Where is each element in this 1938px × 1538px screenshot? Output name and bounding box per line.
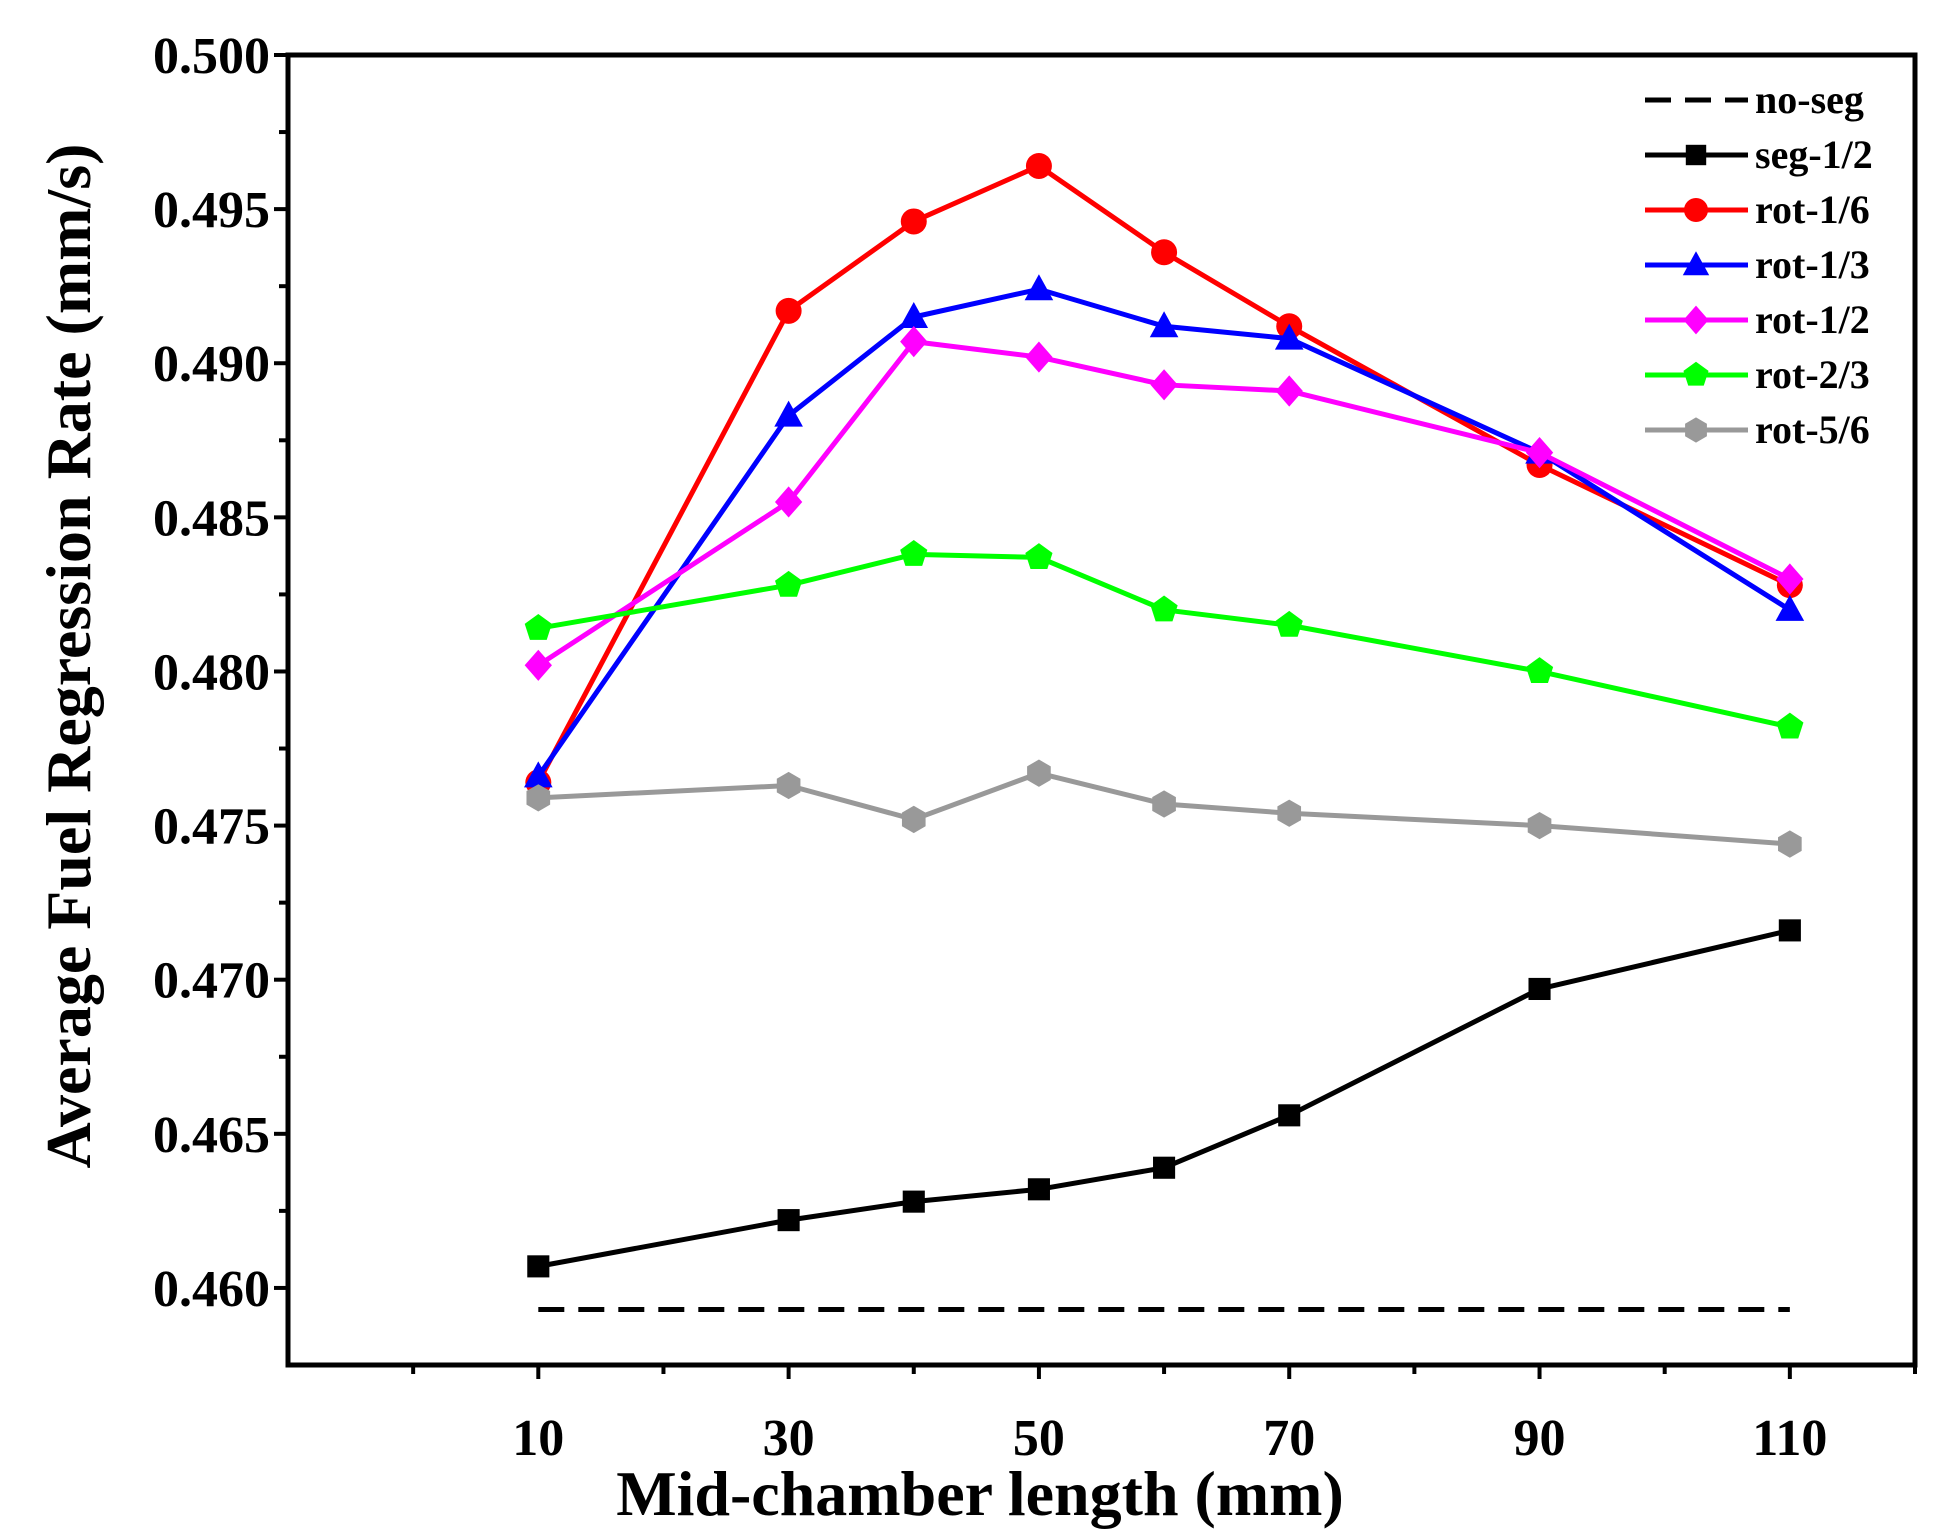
legend-label: rot-1/2 xyxy=(1755,297,1870,342)
data-point-triangle xyxy=(1274,323,1304,350)
data-point-hexagon xyxy=(1152,790,1176,818)
legend-item: no-seg xyxy=(1645,77,1864,122)
series-layer xyxy=(524,152,1805,1313)
data-point-hexagon xyxy=(1685,417,1707,443)
data-point-triangle xyxy=(524,761,553,788)
y-tick-label: 0.500 xyxy=(153,28,270,85)
legend-label: rot-1/6 xyxy=(1755,187,1870,232)
x-axis-ticks: 10 30 50 70 90 110 xyxy=(411,1365,1917,1467)
series-seg-1/2 xyxy=(527,919,1801,1278)
x-tick-label: 70 xyxy=(1263,1410,1315,1467)
data-point-diamond xyxy=(1150,369,1178,401)
data-point-square xyxy=(777,1209,800,1232)
legend: no-seg seg-1/2 rot-1/6 rot-1/3 rot-1/2 rot-2/… xyxy=(1645,77,1873,452)
data-point-pentagon xyxy=(1150,595,1178,622)
data-point-triangle xyxy=(774,400,803,427)
data-point-square xyxy=(1153,1156,1176,1179)
plot-frame xyxy=(285,52,1918,1368)
legend-item: rot-1/2 xyxy=(1645,297,1870,342)
data-point-triangle xyxy=(1775,594,1805,621)
data-point-pentagon xyxy=(1683,361,1709,386)
data-point-pentagon xyxy=(1525,657,1554,684)
data-point-pentagon xyxy=(1025,543,1053,569)
data-point-square xyxy=(1778,919,1801,942)
data-point-circle xyxy=(1151,239,1178,266)
data-point-square xyxy=(1528,977,1551,1001)
y-tick-label: 0.470 xyxy=(153,953,270,1010)
data-point-triangle xyxy=(899,302,929,329)
data-point-pentagon xyxy=(1275,610,1303,637)
data-point-square xyxy=(1685,144,1707,166)
x-tick-label: 10 xyxy=(512,1410,564,1467)
x-tick-label: 90 xyxy=(1514,1410,1566,1467)
data-point-triangle xyxy=(1024,274,1054,301)
legend-label: rot-5/6 xyxy=(1755,407,1870,452)
legend-item: rot-1/3 xyxy=(1645,242,1870,287)
y-tick-label: 0.465 xyxy=(153,1107,270,1164)
series-rot-1/6 xyxy=(525,152,1803,796)
data-point-diamond xyxy=(1525,437,1554,469)
data-point-square xyxy=(527,1255,550,1278)
legend-item: rot-2/3 xyxy=(1645,352,1870,397)
data-point-circle xyxy=(900,208,927,235)
data-point-diamond xyxy=(1025,341,1053,373)
data-point-triangle xyxy=(1682,251,1710,276)
data-point-pentagon xyxy=(775,570,803,597)
series-line xyxy=(537,927,1791,1269)
legend-item: seg-1/2 xyxy=(1645,132,1873,177)
data-point-pentagon xyxy=(900,540,928,566)
data-point-diamond xyxy=(1683,305,1709,335)
y-tick-label: 0.485 xyxy=(153,490,270,547)
series-rot-1/3 xyxy=(524,274,1805,788)
series-line xyxy=(537,551,1791,730)
data-point-hexagon xyxy=(1027,759,1051,787)
legend-label: seg-1/2 xyxy=(1755,132,1873,177)
series-line xyxy=(536,286,1792,778)
data-point-triangle xyxy=(1149,311,1179,338)
x-tick-label: 30 xyxy=(763,1410,815,1467)
series-line xyxy=(536,339,1791,668)
legend-item: rot-1/6 xyxy=(1645,187,1870,232)
x-tick-label: 50 xyxy=(1013,1410,1065,1467)
series-line xyxy=(538,770,1791,847)
data-point-hexagon xyxy=(776,771,801,800)
data-point-square xyxy=(1027,1178,1050,1201)
data-point-diamond xyxy=(900,326,928,358)
legend-label: rot-1/3 xyxy=(1755,242,1870,287)
x-axis-title: Mid-chamber length (mm) xyxy=(616,1458,1344,1529)
data-point-diamond xyxy=(1776,563,1804,595)
data-point-hexagon xyxy=(1277,799,1302,827)
data-point-square xyxy=(902,1190,925,1213)
data-point-hexagon xyxy=(901,805,926,834)
y-tick-label: 0.495 xyxy=(153,182,270,239)
data-point-hexagon xyxy=(526,784,551,812)
data-point-pentagon xyxy=(1776,712,1804,739)
y-tick-label: 0.490 xyxy=(153,336,270,393)
data-point-square xyxy=(1278,1104,1301,1127)
y-tick-label: 0.480 xyxy=(153,644,270,701)
legend-label: rot-2/3 xyxy=(1755,352,1870,397)
data-point-diamond xyxy=(774,486,803,518)
data-point-diamond xyxy=(1275,375,1303,407)
data-point-diamond xyxy=(524,649,552,681)
series-rot-5/6 xyxy=(526,759,1802,858)
series-rot-1/2 xyxy=(524,326,1804,681)
y-axis-title: Average Fuel Regression Rate (mm/s) xyxy=(33,144,104,1169)
legend-item: rot-5/6 xyxy=(1645,407,1870,452)
series-rot-2/3 xyxy=(524,540,1804,739)
y-tick-label: 0.475 xyxy=(153,799,270,856)
x-tick-label: 110 xyxy=(1752,1410,1827,1467)
data-point-circle xyxy=(775,297,802,324)
y-tick-label: 0.460 xyxy=(153,1261,270,1318)
data-point-circle xyxy=(1025,152,1052,179)
data-point-circle xyxy=(1684,198,1708,222)
data-point-hexagon xyxy=(1778,830,1802,858)
data-point-pentagon xyxy=(524,614,552,640)
data-point-hexagon xyxy=(1527,811,1552,840)
y-axis-ticks: 0.460 0.465 0.470 0.475 0.480 0.485 0.490 0.495… xyxy=(153,28,288,1318)
legend-label: no-seg xyxy=(1755,77,1864,122)
